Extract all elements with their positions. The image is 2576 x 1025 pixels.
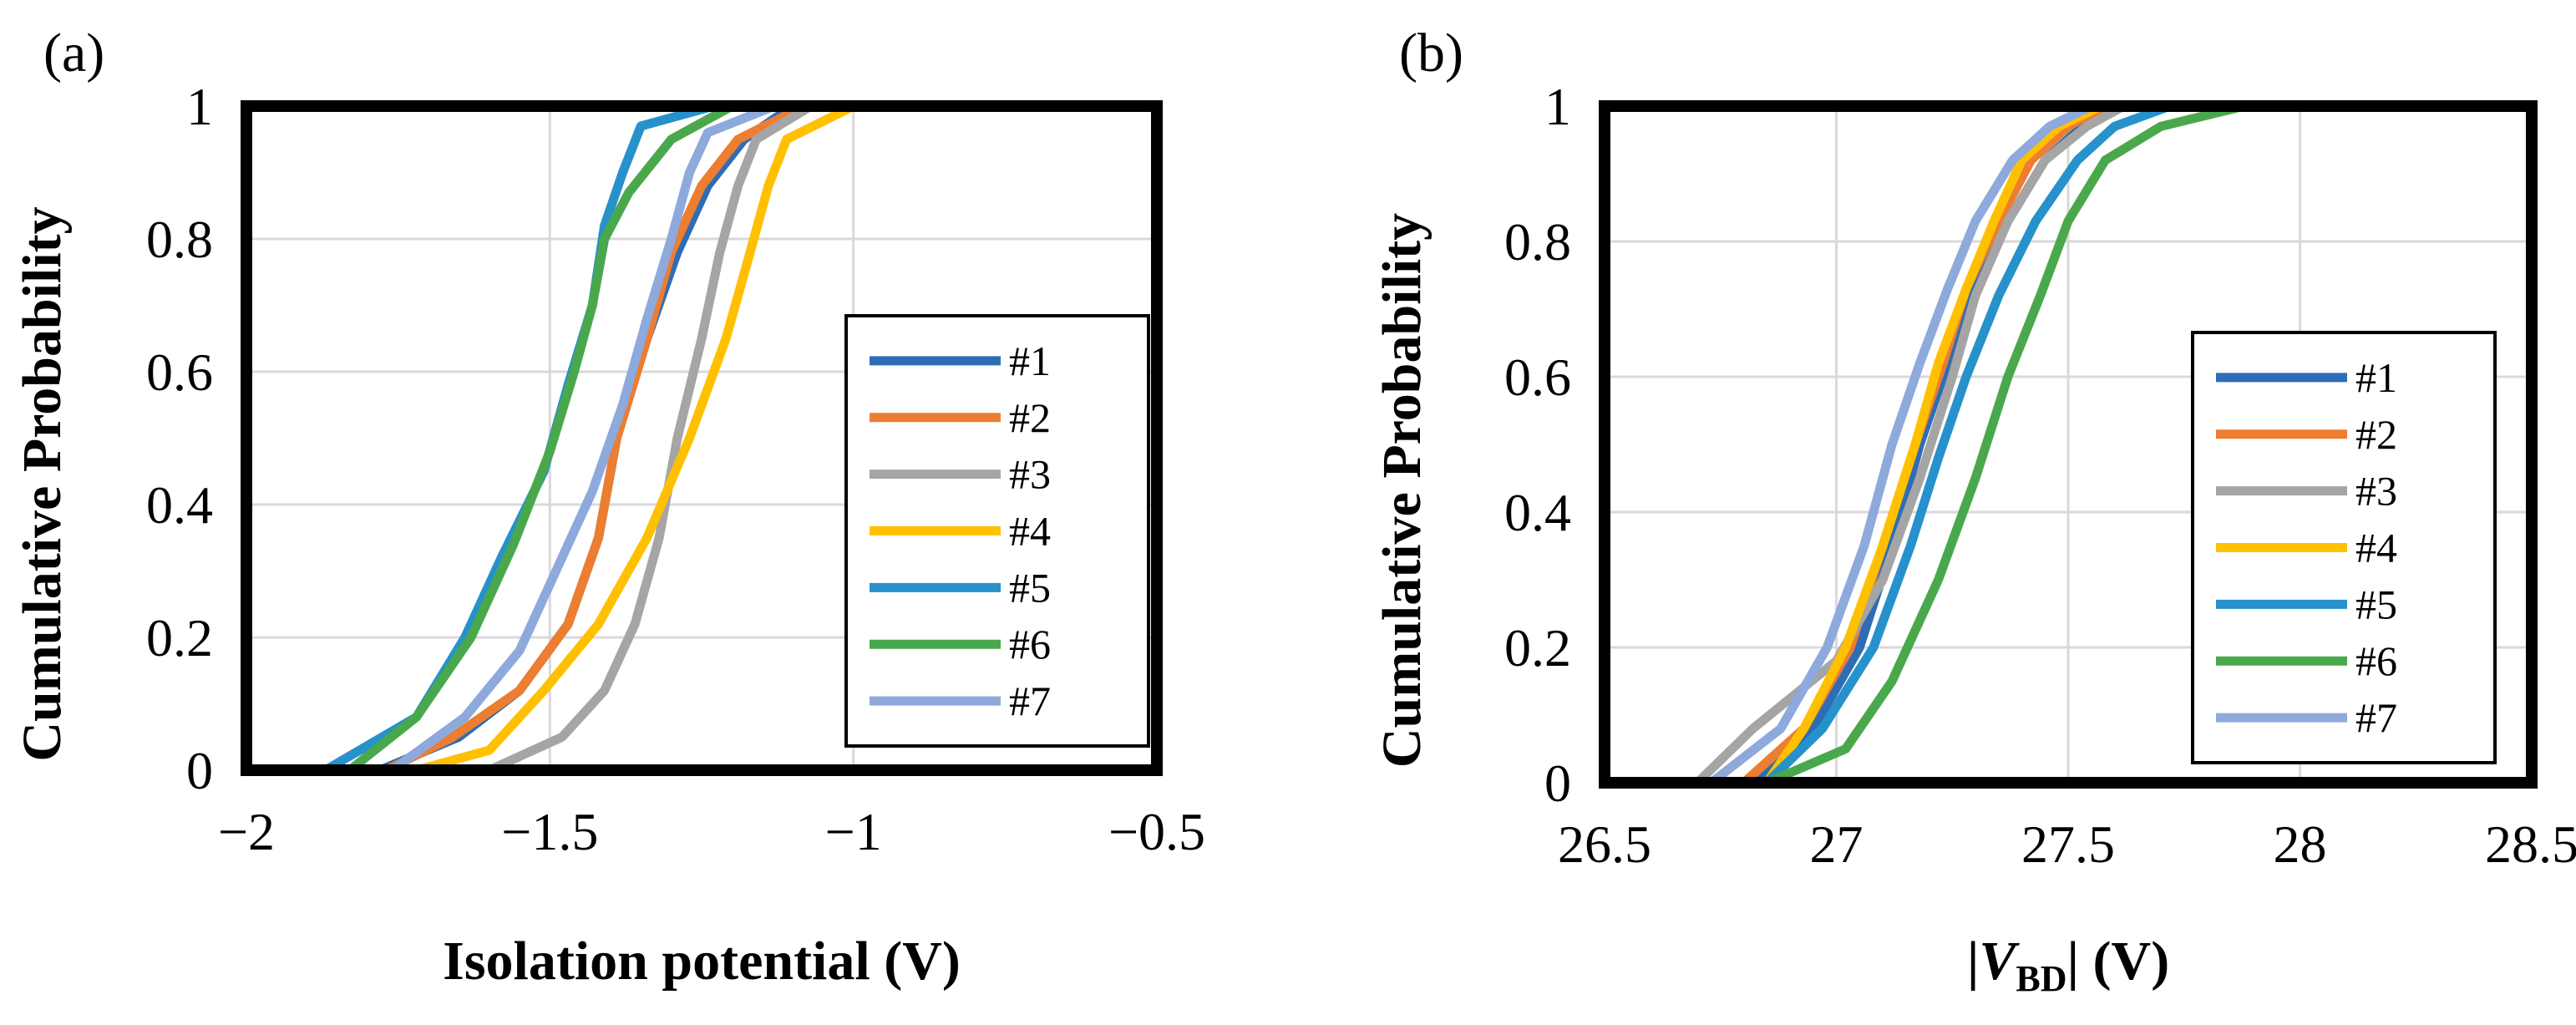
- series-line-6: [1762, 101, 2249, 788]
- series-line-3: [484, 101, 816, 775]
- legend-label-2: #2: [1009, 394, 1051, 441]
- x-tick-label: −2: [218, 802, 275, 861]
- x-axis-title: |VBD| (V): [1967, 931, 2169, 999]
- plot-frame: [1599, 100, 2538, 789]
- x-axis-title: Isolation potential (V): [443, 931, 961, 992]
- series-line-7: [1706, 101, 2097, 788]
- series-line-5: [1762, 101, 2175, 788]
- series-line-5: [321, 101, 718, 775]
- panel-b-chart: 26.5 27 27.5 28 28.5 0 0.2 0.4 0.6 0.8 1 (b) Cumulat…: [1372, 23, 2576, 999]
- y-tick-label: 0: [186, 741, 213, 800]
- x-tick-label: 27: [1810, 814, 1864, 874]
- legend-label-2: #2: [2355, 411, 2397, 458]
- y-tick-label: 0.4: [146, 475, 213, 535]
- legend-label-1: #1: [1009, 337, 1051, 384]
- x-axis-title-part: |: [1967, 931, 1980, 992]
- legend-label-3: #3: [2355, 468, 2397, 515]
- x-axis-title-var: V: [1979, 931, 2020, 992]
- y-axis-title: Cumulative Probability: [12, 206, 73, 761]
- legend-label-4: #4: [2355, 525, 2397, 571]
- x-axis-title-unit: | (V): [2067, 931, 2170, 992]
- x-tick-label: 27.5: [2021, 814, 2115, 874]
- y-tick-label: 1: [186, 77, 213, 136]
- x-axis-title-subscript: BD: [2016, 958, 2066, 999]
- y-tick-label: 0: [1544, 754, 1571, 813]
- series-line-6: [345, 101, 737, 775]
- x-tick-label: 28.5: [2485, 814, 2576, 874]
- series-line-2: [381, 101, 809, 775]
- legend-label-7: #7: [1009, 677, 1051, 724]
- x-tick-label: −1.5: [501, 802, 598, 861]
- x-tick-label: −0.5: [1108, 802, 1205, 861]
- legend-label-4: #4: [1009, 508, 1051, 555]
- legend-label-6: #6: [2355, 637, 2397, 684]
- legend-label-5: #5: [2355, 581, 2397, 627]
- legend-label-1: #1: [2355, 354, 2397, 401]
- legend-label-6: #6: [1009, 621, 1051, 667]
- y-tick-label: 0.8: [146, 210, 213, 269]
- series-line-4: [1762, 101, 2106, 788]
- y-tick-label: 0.8: [1504, 212, 1571, 271]
- legend-label-3: #3: [1009, 451, 1051, 498]
- y-tick-label: 0.6: [146, 343, 213, 402]
- y-tick-label: 0.4: [1504, 483, 1571, 542]
- panel-a-chart: −2 −1.5 −1 −0.5 0 0.2 0.4 0.6 0.8 1 (a) Cumulative …: [12, 23, 1205, 992]
- panel-label: (b): [1399, 23, 1463, 84]
- series-line-4: [412, 101, 859, 775]
- legend-label-7: #7: [2355, 694, 2397, 741]
- y-tick-label: 0.2: [1504, 618, 1571, 677]
- y-tick-label: 0.6: [1504, 348, 1571, 407]
- y-tick-label: 0.2: [146, 608, 213, 667]
- legend-label-5: #5: [1009, 564, 1051, 611]
- y-tick-label: 1: [1544, 77, 1571, 136]
- x-tick-label: −1: [825, 802, 882, 861]
- plot-frame: [241, 100, 1163, 776]
- series-line-7: [387, 101, 779, 775]
- y-axis-title: Cumulative Probability: [1372, 213, 1433, 768]
- x-tick-label: 26.5: [1558, 814, 1651, 874]
- x-tick-label: 28: [2274, 814, 2327, 874]
- panel-label: (a): [43, 23, 104, 84]
